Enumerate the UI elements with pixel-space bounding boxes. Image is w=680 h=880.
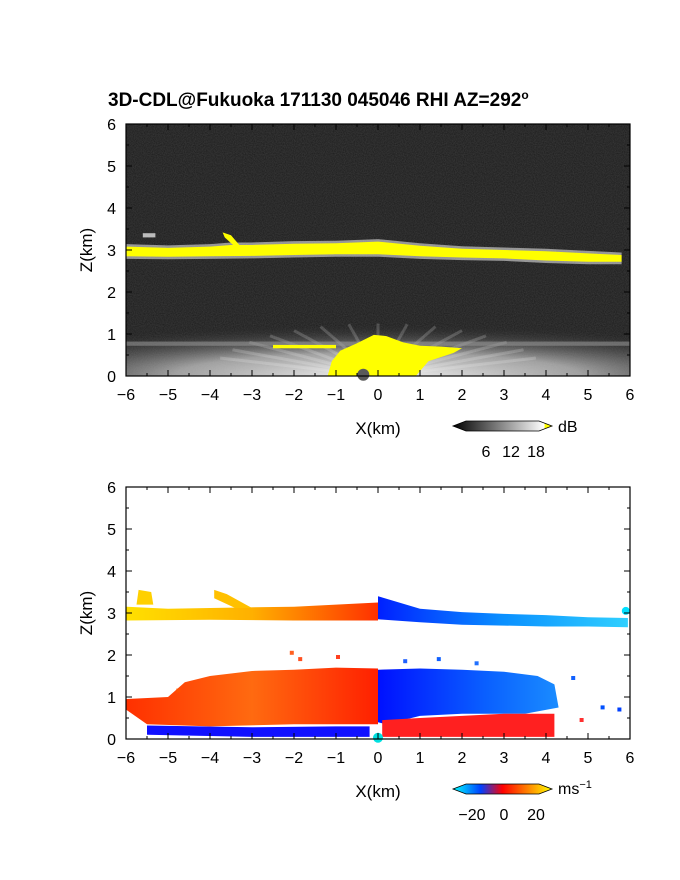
velocity-cloud-edge-point — [621, 606, 630, 615]
velocity-xtick-label: 6 — [626, 750, 635, 767]
velocity-ytick-label: 0 — [107, 732, 116, 749]
velocity-scatter-pixel — [579, 718, 584, 722]
snr-ytick-label: 0 — [107, 369, 116, 386]
velocity-xtick-label: −5 — [159, 750, 177, 767]
velocity-xtick-label: 3 — [500, 750, 509, 767]
velocity-xlabel: X(km) — [355, 782, 400, 801]
velocity-xtick-label: 2 — [458, 750, 467, 767]
figure-title: 3D-CDL@Fukuoka 171130 045046 RHI AZ=292o — [108, 88, 529, 111]
velocity-xtick-label: −1 — [327, 750, 345, 767]
velocity-scatter-pixel — [289, 650, 294, 655]
snr-ytick-label: 5 — [107, 159, 116, 176]
velocity-colorbar-ramp — [451, 783, 554, 795]
velocity-boundary-layer-right — [378, 668, 559, 725]
velocity-colorbar-tick-0: 0 — [500, 807, 509, 824]
velocity-ytick-label: 2 — [107, 648, 116, 665]
snr-xtick-label: 0 — [374, 387, 383, 404]
figure-title-text: 3D-CDL@Fukuoka 171130 045046 RHI AZ=292 — [108, 90, 521, 111]
snr-xtick-label: −4 — [201, 387, 219, 404]
snr-xtick-label: 1 — [416, 387, 425, 404]
snr-ytick-label: 3 — [107, 243, 116, 260]
snr-xtick-label: −2 — [285, 387, 303, 404]
velocity-scatter-pixel — [298, 657, 303, 662]
snr-colorbar-tick-6: 6 — [482, 444, 491, 461]
velocity-xtick-label: −2 — [285, 750, 303, 767]
velocity-colorbar-tick-neg20: −20 — [458, 807, 485, 824]
velocity-ytick-label: 3 — [107, 606, 116, 623]
snr-colorbar-ramp — [451, 420, 554, 432]
snr-cloud-fragment-gray — [142, 233, 156, 238]
snr-ytick-label: 2 — [107, 285, 116, 302]
snr-xtick-label: 2 — [458, 387, 467, 404]
velocity-scatter-pixel — [403, 659, 408, 664]
velocity-colorbar-unit: ms−1 — [558, 779, 592, 798]
velocity-xtick-label: 0 — [374, 750, 383, 767]
velocity-xtick-label: 4 — [542, 750, 551, 767]
velocity-surface-layer-left — [147, 725, 370, 737]
velocity-ytick-label: 6 — [107, 480, 116, 497]
snr-ytick-label: 1 — [107, 327, 116, 344]
snr-cloud-fragment — [222, 232, 240, 245]
snr-xtick-label: −6 — [117, 387, 135, 404]
snr-panel: −6 −5 −4 −3 −2 −1 0 1 2 3 4 5 6 0 1 2 3 4 5 6 X(km) Z(km) — [77, 117, 635, 438]
snr-ytick-label: 4 — [107, 201, 116, 218]
velocity-features — [126, 589, 630, 743]
velocity-axes: −6 −5 −4 −3 −2 −1 0 1 2 3 4 5 6 0 1 2 3 4 5 6 X(km) Z(km) — [77, 480, 635, 801]
velocity-ytick-label: 1 — [107, 690, 116, 707]
snr-xtick-label: −1 — [327, 387, 345, 404]
velocity-ytick-label: 5 — [107, 522, 116, 539]
velocity-cloud-layer-left — [126, 602, 378, 621]
snr-near-radar-strong-echo-left — [273, 344, 336, 349]
velocity-xtick-label: 5 — [584, 750, 593, 767]
snr-xlabel: X(km) — [355, 419, 400, 438]
snr-colorbar-unit: dB — [558, 419, 578, 436]
snr-colorbar-tick-12: 12 — [502, 444, 520, 461]
snr-xtick-label: 6 — [626, 387, 635, 404]
velocity-xtick-label: −6 — [117, 750, 135, 767]
velocity-colorbar-tick-20: 20 — [527, 807, 545, 824]
velocity-surface-layer-right — [382, 713, 555, 737]
velocity-colorbar-unit-base: ms — [558, 781, 579, 798]
snr-near-radar-strong-echo — [327, 334, 462, 376]
velocity-scatter-pixel — [571, 676, 576, 680]
velocity-ytick-label: 4 — [107, 564, 116, 581]
snr-xtick-label: −5 — [159, 387, 177, 404]
velocity-xtick-label: −4 — [201, 750, 219, 767]
velocity-panel: −6 −5 −4 −3 −2 −1 0 1 2 3 4 5 6 0 1 2 3 4 5 6 X(km) Z(km) — [77, 480, 635, 801]
snr-ylabel: Z(km) — [77, 228, 96, 272]
velocity-scatter-pixel — [617, 707, 622, 712]
velocity-scatter-pixel — [176, 688, 181, 693]
velocity-boundary-layer-left — [126, 667, 378, 727]
snr-xtick-label: −3 — [243, 387, 261, 404]
velocity-scatter-pixel — [474, 661, 479, 666]
velocity-scatter-pixel — [436, 657, 441, 662]
velocity-xtick-label: −3 — [243, 750, 261, 767]
snr-xtick-label: 3 — [500, 387, 509, 404]
velocity-xtick-label: 1 — [416, 750, 425, 767]
snr-colorbar-tick-18: 18 — [527, 444, 545, 461]
figure-title-degree: o — [521, 88, 528, 102]
snr-colorbar: dB 6 12 18 — [451, 419, 578, 461]
snr-cloud-layer — [126, 241, 622, 262]
velocity-colorbar-unit-exp: −1 — [579, 779, 592, 791]
velocity-cloud-fragment-2 — [214, 589, 252, 608]
velocity-ylabel: Z(km) — [77, 591, 96, 635]
snr-features — [126, 232, 630, 381]
velocity-cloud-fragment — [136, 589, 154, 605]
velocity-colorbar: ms−1 −20 0 20 — [451, 779, 592, 824]
snr-ytick-label: 6 — [107, 117, 116, 134]
snr-xtick-label: 4 — [542, 387, 551, 404]
snr-radar-site-marker — [357, 368, 370, 381]
velocity-scatter-pixel — [336, 655, 340, 659]
velocity-cloud-layer-right — [378, 596, 628, 628]
snr-axes: −6 −5 −4 −3 −2 −1 0 1 2 3 4 5 6 0 1 2 3 4 5 6 X(km) Z(km) — [77, 117, 635, 438]
snr-xtick-label: 5 — [584, 387, 593, 404]
velocity-scatter-pixel — [600, 705, 605, 710]
